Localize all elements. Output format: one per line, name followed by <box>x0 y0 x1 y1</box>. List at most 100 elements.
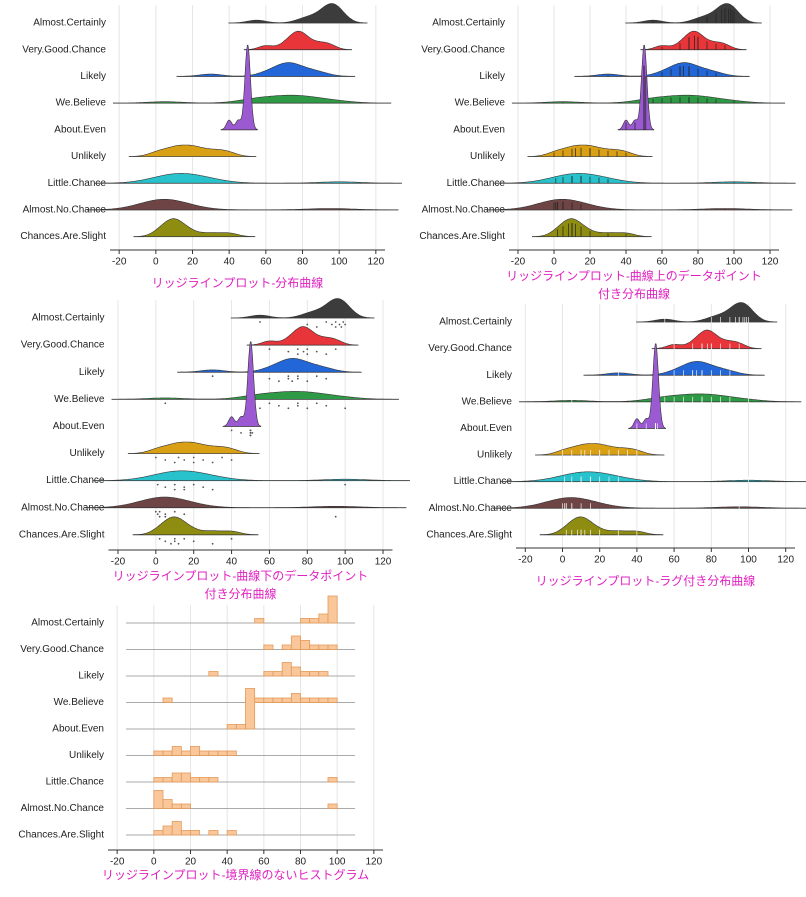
x-tick-label: 100 <box>329 857 346 868</box>
density-ridge <box>230 298 375 319</box>
data-point <box>249 429 252 432</box>
x-tick-label: 20 <box>185 857 197 868</box>
histogram-bar <box>327 803 338 809</box>
histogram-bar <box>162 697 173 703</box>
category-label: About.Even <box>460 423 512 434</box>
category-label: We.Believe <box>54 697 105 708</box>
data-point <box>164 540 167 543</box>
data-point <box>268 402 271 405</box>
ridgeline-panel: -20 0 20 40 60 80 100 120 リッジラインプロット-ラグ付き分布曲線 Alm… <box>426 302 806 588</box>
category-label: About.Even <box>54 124 106 135</box>
x-tick-label: 60 <box>669 555 681 566</box>
category-label: Very.Good.Chance <box>421 44 505 55</box>
histogram-bar <box>162 825 173 836</box>
histogram-bar <box>153 830 164 836</box>
x-tick-label: 60 <box>258 857 270 868</box>
data-point <box>177 542 180 545</box>
density-ridge <box>243 30 352 50</box>
x-tick-label: 80 <box>297 257 309 268</box>
category-label: Likely <box>486 370 512 381</box>
data-point <box>278 380 280 383</box>
data-point <box>344 323 347 326</box>
x-tick-label: 0 <box>551 257 557 268</box>
data-point <box>315 326 318 328</box>
x-tick-label: 120 <box>762 257 779 268</box>
histogram-bar <box>300 640 311 650</box>
density-ridge <box>94 173 402 184</box>
ridgeline-panel: -20 0 20 40 60 80 100 120 リッジラインプロット-曲線下のデータポイント… <box>19 298 410 601</box>
density-ridge <box>651 329 762 349</box>
histogram-bar <box>171 772 182 783</box>
histogram-bar <box>318 671 329 677</box>
data-point <box>164 513 167 516</box>
histogram-bar <box>309 671 320 677</box>
data-point <box>306 380 309 383</box>
histogram-bar <box>208 671 219 677</box>
caption: 付き分布曲線 <box>598 286 670 301</box>
data-point <box>296 377 299 380</box>
histogram-bar <box>180 772 191 783</box>
histogram-bar <box>162 777 173 783</box>
data-point <box>211 375 214 378</box>
density-ridge <box>246 326 359 346</box>
density-ridge <box>492 497 806 509</box>
data-point <box>306 323 309 326</box>
data-point <box>156 483 159 486</box>
category-label: Little.Chance <box>48 178 107 189</box>
data-point <box>173 488 176 491</box>
histogram-bar <box>281 644 292 650</box>
data-point <box>325 404 328 407</box>
histogram-bar <box>180 750 191 756</box>
histogram-bar <box>171 746 182 756</box>
category-label: We.Believe <box>56 98 107 109</box>
category-label: We.Believe <box>54 394 105 405</box>
histogram-bar <box>318 697 329 703</box>
caption: リッジラインプロット-ラグ付き分布曲線 <box>536 573 756 588</box>
data-point <box>154 510 157 513</box>
category-label: Unlikely <box>470 151 505 162</box>
data-point <box>156 513 159 516</box>
x-tick-label: 0 <box>151 857 157 868</box>
histogram-bar <box>217 750 228 756</box>
caption: リッジラインプロット-曲線上のデータポイント <box>506 268 762 283</box>
data-point <box>173 510 176 513</box>
histogram-bar <box>327 644 338 650</box>
data-point <box>344 483 347 486</box>
data-point <box>173 537 176 540</box>
histogram-bar <box>263 671 274 677</box>
histogram-bar <box>309 697 320 703</box>
category-label: Almost.No.Chance <box>23 205 107 216</box>
histogram-bar <box>290 635 301 650</box>
category-label: About.Even <box>52 724 104 735</box>
x-tick-label: 20 <box>187 257 199 268</box>
category-label: Chances.Are.Slight <box>19 529 105 540</box>
caption: リッジラインプロット-分布曲線 <box>152 275 324 290</box>
data-point <box>287 377 290 380</box>
x-tick-label: 100 <box>726 257 743 268</box>
x-tick-label: 40 <box>620 257 632 268</box>
category-label: Chances.Are.Slight <box>419 231 505 242</box>
data-point <box>202 459 205 461</box>
density-ridge <box>574 62 750 77</box>
category-label: Almost.No.Chance <box>21 502 105 513</box>
histogram-bar <box>318 644 329 650</box>
data-point <box>173 483 176 486</box>
data-point <box>306 353 309 355</box>
data-point <box>183 486 186 488</box>
category-label: We.Believe <box>462 396 513 407</box>
ridgeline-panel: -20 0 20 40 60 80 100 120リッジラインプロット-曲線上のデータポイント… <box>419 3 796 301</box>
density-ridge <box>583 361 765 376</box>
histogram-bar <box>300 671 311 677</box>
histogram-bar <box>153 777 164 783</box>
caption: リッジラインプロット-境界線のないヒストグラム <box>102 867 369 882</box>
category-label: Likely <box>78 671 104 682</box>
x-tick-label: 60 <box>656 257 668 268</box>
x-tick-label: 100 <box>337 557 354 568</box>
data-point <box>230 537 233 540</box>
histogram-bar <box>208 830 219 836</box>
histogram-bar <box>153 790 164 809</box>
x-tick-label: 80 <box>706 555 718 566</box>
x-tick-label: 20 <box>188 557 200 568</box>
x-tick-label: 120 <box>365 857 382 868</box>
